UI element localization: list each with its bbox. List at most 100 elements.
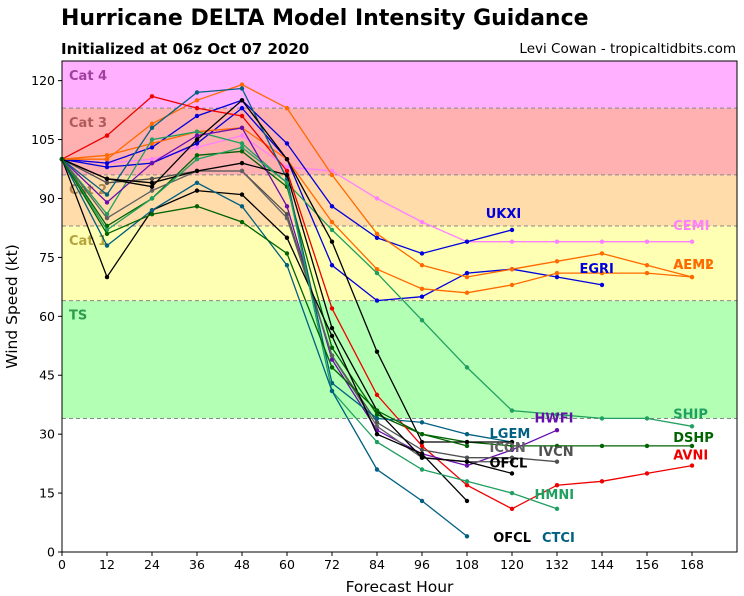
data-point xyxy=(509,266,515,272)
data-point xyxy=(329,345,335,350)
data-point xyxy=(419,455,425,460)
data-point xyxy=(419,219,425,225)
data-point xyxy=(509,408,515,413)
data-point xyxy=(419,447,425,453)
data-point xyxy=(689,424,695,429)
data-point xyxy=(149,196,155,201)
data-point xyxy=(509,490,515,496)
x-tick-label: 48 xyxy=(234,557,250,572)
data-point xyxy=(284,251,290,256)
data-point xyxy=(599,251,605,256)
data-point xyxy=(374,439,380,445)
data-point xyxy=(284,164,290,170)
data-point xyxy=(329,388,335,394)
data-point xyxy=(329,219,335,225)
data-point xyxy=(374,467,380,472)
x-tick-label: 60 xyxy=(279,557,295,572)
data-point xyxy=(329,172,335,178)
data-point xyxy=(239,219,245,225)
data-point xyxy=(374,424,380,429)
x-tick-label: 144 xyxy=(590,557,614,572)
data-point xyxy=(554,239,560,244)
data-point xyxy=(419,420,425,425)
data-point xyxy=(374,266,380,272)
data-point xyxy=(239,82,245,87)
series-ctci xyxy=(59,157,470,539)
y-tick-label: 120 xyxy=(31,73,55,88)
data-point xyxy=(464,239,470,244)
data-point xyxy=(374,431,380,437)
x-tick-label: 24 xyxy=(144,557,160,572)
x-tick-label: 120 xyxy=(500,557,524,572)
data-point xyxy=(644,239,650,244)
data-point xyxy=(464,455,470,460)
series-unlabeled xyxy=(59,157,470,449)
x-tick-label: 156 xyxy=(635,557,659,572)
data-point xyxy=(554,270,560,276)
data-point xyxy=(284,211,290,217)
data-point xyxy=(194,105,200,111)
x-tick-label: 12 xyxy=(99,557,115,572)
data-point xyxy=(329,239,335,244)
data-point xyxy=(419,286,425,292)
data-point xyxy=(509,455,515,460)
series-end-label: IVCN xyxy=(538,445,573,460)
data-point xyxy=(374,235,380,240)
data-point xyxy=(509,282,515,288)
data-point xyxy=(419,263,425,268)
series-avni xyxy=(59,94,695,511)
data-point xyxy=(419,318,425,323)
chart-subtitle: Initialized at 06z Oct 07 2020 xyxy=(61,40,310,58)
data-point xyxy=(599,239,605,244)
data-point xyxy=(599,416,605,421)
data-point xyxy=(194,180,200,185)
x-tick-label: 108 xyxy=(455,557,479,572)
x-tick-label: 132 xyxy=(545,557,569,572)
data-point xyxy=(104,160,110,166)
data-point xyxy=(464,483,470,488)
data-point xyxy=(329,365,335,370)
data-point xyxy=(554,428,560,433)
data-point xyxy=(599,282,605,288)
series-line xyxy=(61,158,468,502)
series-line xyxy=(61,146,558,510)
series-end-label: AEMI xyxy=(673,258,710,273)
data-point xyxy=(554,412,560,417)
data-point xyxy=(239,113,245,119)
band-label: Cat 1 xyxy=(69,234,107,249)
data-point xyxy=(149,137,155,142)
data-point xyxy=(374,408,380,413)
data-point xyxy=(329,204,335,209)
data-point xyxy=(149,188,155,193)
data-point xyxy=(509,459,515,464)
data-point xyxy=(464,443,470,449)
data-point xyxy=(509,443,515,449)
data-point xyxy=(194,188,200,193)
data-point xyxy=(329,333,335,339)
data-point xyxy=(149,211,155,217)
data-point xyxy=(644,443,650,449)
data-point xyxy=(374,412,380,417)
data-point xyxy=(149,157,155,162)
y-tick-label: 45 xyxy=(39,368,55,383)
x-tick-label: 36 xyxy=(189,557,205,572)
data-point xyxy=(239,141,245,146)
data-point xyxy=(194,157,200,162)
data-point xyxy=(284,157,290,162)
band-label: TS xyxy=(69,309,87,324)
x-axis-label: Forecast Hour xyxy=(346,578,454,596)
data-point xyxy=(374,231,380,237)
data-point xyxy=(464,479,470,484)
data-point xyxy=(329,325,335,331)
data-point xyxy=(194,113,200,119)
data-point xyxy=(104,176,110,182)
y-tick-label: 105 xyxy=(31,132,55,147)
y-tick-label: 60 xyxy=(39,309,55,324)
data-point xyxy=(194,153,200,158)
data-point xyxy=(104,164,110,170)
data-point xyxy=(239,125,245,130)
data-point xyxy=(239,86,245,91)
series-end-label: ICON xyxy=(490,441,526,456)
series-end-label: LGEM xyxy=(490,427,531,442)
